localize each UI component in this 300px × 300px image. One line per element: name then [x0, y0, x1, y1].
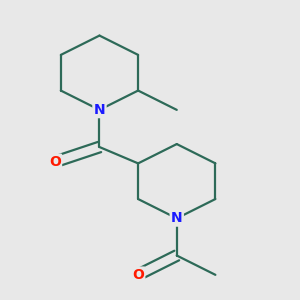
Text: N: N — [94, 103, 105, 117]
Text: O: O — [132, 268, 144, 282]
Text: O: O — [49, 155, 61, 169]
Text: N: N — [171, 212, 183, 225]
